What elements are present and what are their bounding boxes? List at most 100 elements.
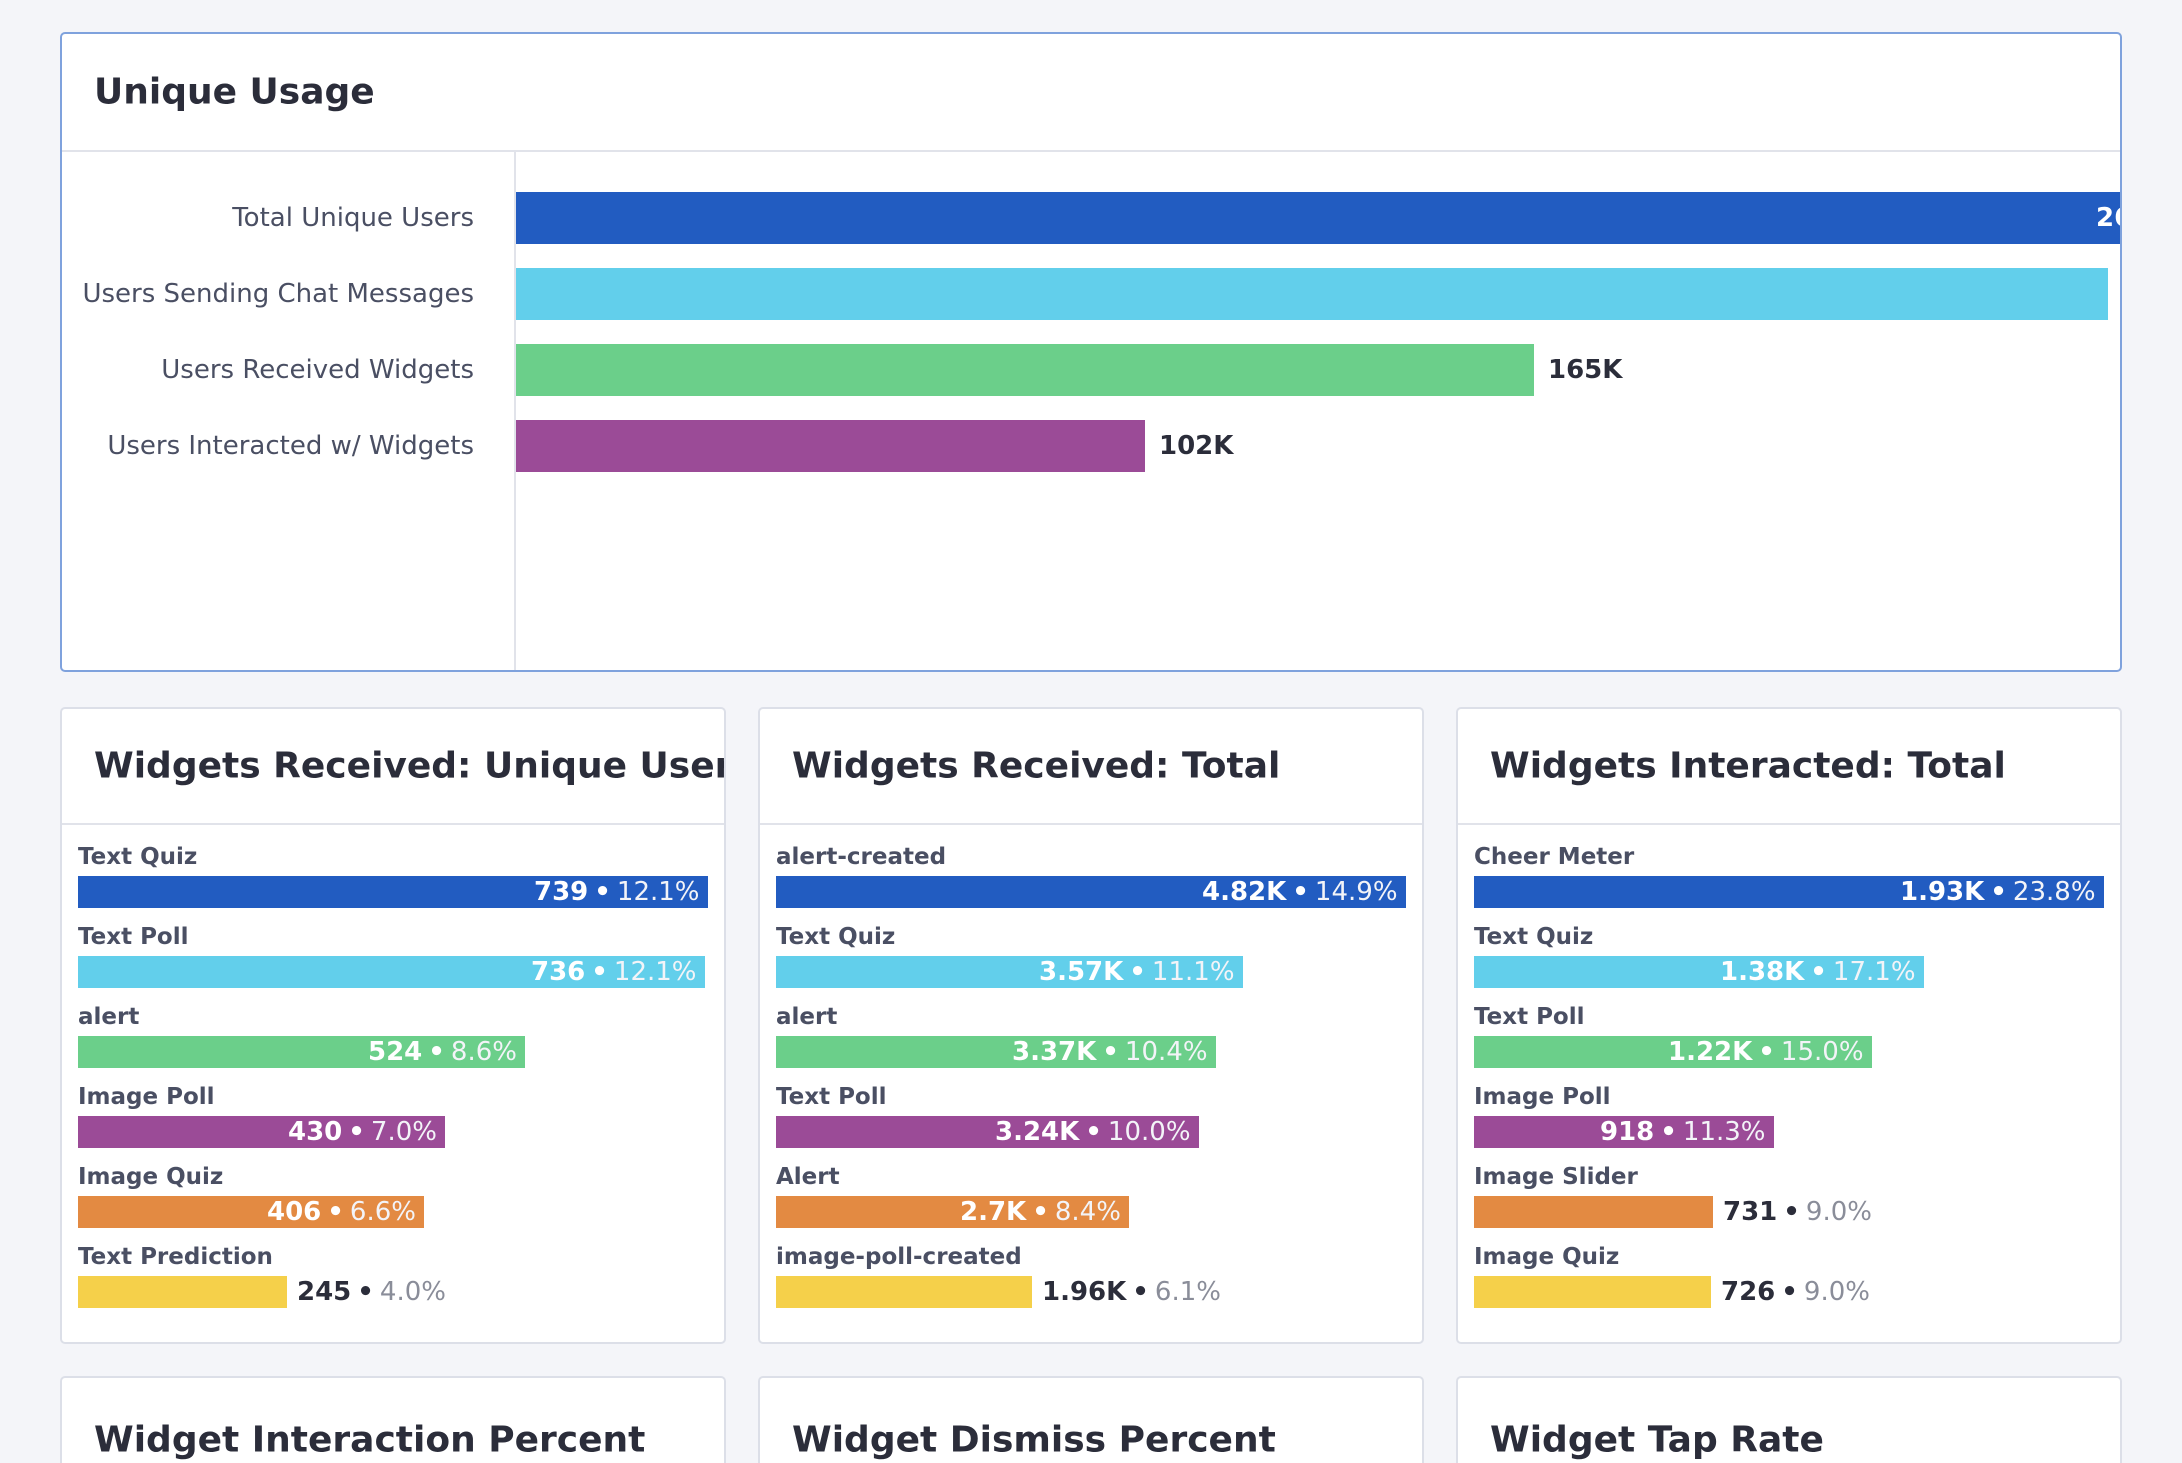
bar[interactable] [516,268,2108,320]
list-item[interactable]: Image Slider 731 • 9.0% [1474,1164,2104,1230]
percent-label: 14.9% [1314,877,1398,907]
list-item[interactable]: Text Quiz 3.57K • 11.1% [776,924,1406,990]
value-label: 3.37K [1012,1037,1097,1067]
value-label: 4.82K [1202,877,1287,907]
percent-label: 7.0% [370,1117,437,1147]
card-header: Widgets Interacted: Total [1458,709,2120,825]
category-label: Total Unique Users [232,203,474,233]
card-title: Widget Dismiss Percent [792,1419,1276,1461]
separator-dot: • [1032,1197,1049,1227]
widgets-received-unique-users-card: Widgets Received: Unique Users Text Quiz… [60,707,726,1344]
percent-label: 10.4% [1124,1037,1208,1067]
list-item[interactable]: alert-created 4.82K • 14.9% [776,844,1406,910]
list-item[interactable]: Text Poll 1.22K • 15.0% [1474,1004,2104,1070]
separator-dot: • [1660,1117,1677,1147]
bar [776,1116,1199,1148]
percent-label: 11.3% [1682,1117,1766,1147]
category-label: Image Poll [1474,1084,1611,1110]
category-label: alert [776,1004,838,1030]
bar [78,1276,287,1308]
percent-label: 11.1% [1151,957,1235,987]
bar [78,876,708,908]
list-item[interactable]: Text Prediction 245 • 4.0% [78,1244,708,1310]
separator-dot: • [1102,1037,1119,1067]
category-label: Text Quiz [776,924,896,950]
data-label: 918 • 11.3% [1600,1116,1766,1148]
data-label: 1.38K • 17.1% [1720,956,1916,988]
bar [1474,1116,1774,1148]
category-label: Image Slider [1474,1164,1638,1190]
percent-label: 23.8% [2012,877,2096,907]
value-label: 3.57K [1039,957,1124,987]
list-item[interactable]: Image Poll 918 • 11.3% [1474,1084,2104,1150]
list-item[interactable]: Image Quiz 406 • 6.6% [78,1164,708,1230]
list-item[interactable]: Text Quiz 739 • 12.1% [78,844,708,910]
category-label: Image Poll [78,1084,215,1110]
category-label: Image Quiz [1474,1244,1620,1270]
bar [1474,1196,1713,1228]
data-label: 269K [2096,203,2120,233]
category-label: Image Quiz [78,1164,224,1190]
data-label: 3.24K • 10.0% [995,1116,1191,1148]
widgets-interacted-total-card: Widgets Interacted: Total Cheer Meter 1.9… [1456,707,2122,1344]
value-label: 731 [1723,1197,1778,1227]
list-item[interactable]: image-poll-created 1.96K • 6.1% [776,1244,1406,1310]
category-label: Text Poll [1474,1004,1585,1030]
percent-label: 17.1% [1832,957,1916,987]
separator-dot: • [1781,1277,1798,1307]
data-label: 524 • 8.6% [368,1036,517,1068]
bar[interactable] [516,344,1534,396]
data-label: 1.22K • 15.0% [1668,1036,1864,1068]
value-label: 524 [368,1037,423,1067]
data-label: 739 • 12.1% [534,876,700,908]
data-label: 1.93K • 23.8% [1900,876,2096,908]
value-label: 736 [531,957,586,987]
separator-dot: • [348,1117,365,1147]
separator-dot: • [594,877,611,907]
data-label: 736 • 12.1% [531,956,697,988]
value-label: 430 [288,1117,343,1147]
category-label: Users Sending Chat Messages [82,279,474,309]
widgets-received-total-card: Widgets Received: Total alert-created 4.8… [758,707,1424,1344]
value-label: 918 [1600,1117,1655,1147]
card-title: Widgets Received: Total [792,745,1281,787]
bar [776,876,1406,908]
separator-dot: • [1758,1037,1775,1067]
data-label: 2.7K • 8.4% [960,1196,1121,1228]
card-title: Widgets Interacted: Total [1490,745,2006,787]
data-label: 1.96K • 6.1% [1042,1276,1221,1308]
widget-dismiss-percent-card: Widget Dismiss Percent [758,1376,1424,1463]
list-item[interactable]: alert 3.37K • 10.4% [776,1004,1406,1070]
list-item[interactable]: alert 524 • 8.6% [78,1004,708,1070]
value-label: 1.38K [1720,957,1805,987]
separator-dot: • [591,957,608,987]
category-axis: Total Unique Users Users Sending Chat Mes… [62,152,516,670]
separator-dot: • [1810,957,1827,987]
bar [78,956,705,988]
list-item[interactable]: Text Poll 3.24K • 10.0% [776,1084,1406,1150]
percent-label: 15.0% [1780,1037,1864,1067]
bar [776,1276,1032,1308]
percent-label: 6.1% [1154,1277,1221,1307]
list-item[interactable]: Text Quiz 1.38K • 17.1% [1474,924,2104,990]
list-item[interactable]: Text Poll 736 • 12.1% [78,924,708,990]
list-item[interactable]: Image Quiz 726 • 9.0% [1474,1244,2104,1310]
separator-dot: • [1085,1117,1102,1147]
category-label: Users Received Widgets [161,355,474,385]
value-label: 245 [297,1277,352,1307]
bar [776,956,1243,988]
bar[interactable] [516,192,2120,244]
category-label: alert [78,1004,140,1030]
list-item[interactable]: Cheer Meter 1.93K • 23.8% [1474,844,2104,910]
percent-label: 10.0% [1107,1117,1191,1147]
data-label: 406 • 6.6% [267,1196,416,1228]
category-label: Text Poll [776,1084,887,1110]
separator-dot: • [327,1197,344,1227]
bar [78,1116,445,1148]
percent-label: 9.0% [1805,1197,1872,1227]
data-label: 102K [1159,431,1234,461]
list-item[interactable]: Alert 2.7K • 8.4% [776,1164,1406,1230]
list-item[interactable]: Image Poll 430 • 7.0% [78,1084,708,1150]
bar[interactable] [516,420,1145,472]
bar [776,1196,1129,1228]
